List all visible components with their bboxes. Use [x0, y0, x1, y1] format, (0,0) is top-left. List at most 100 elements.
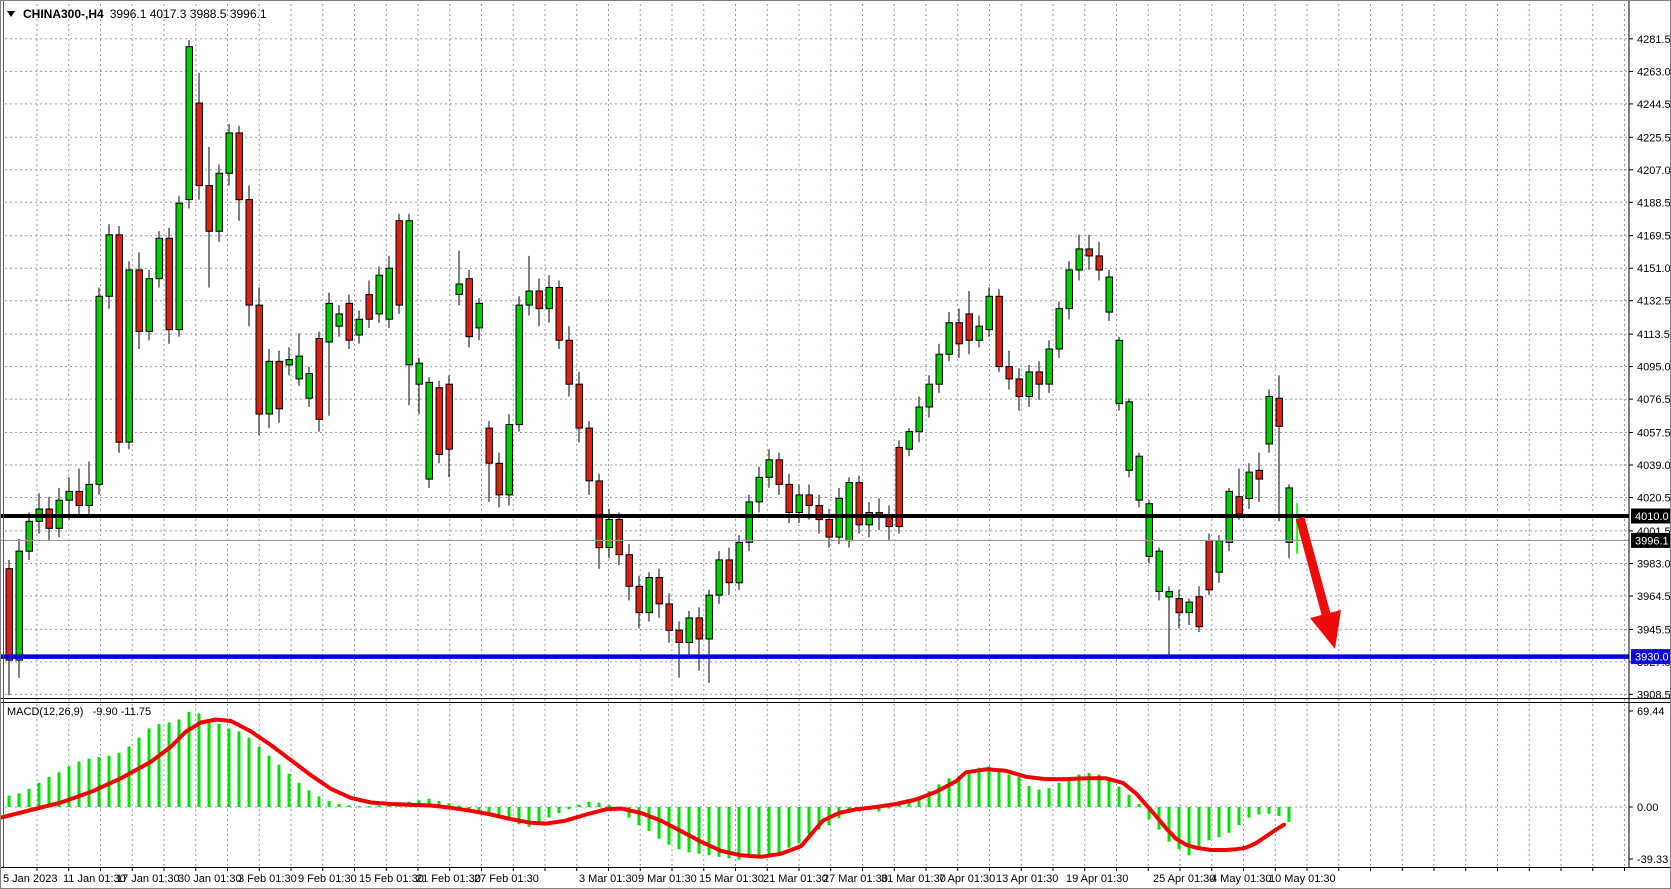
- candle-body: [655, 577, 663, 605]
- macd-histogram-bar: [157, 724, 161, 807]
- candle-body: [925, 383, 933, 408]
- candle-body: [1265, 396, 1273, 445]
- macd-histogram-bar: [487, 807, 491, 813]
- macd-histogram-bar: [657, 807, 661, 839]
- candle-body: [715, 559, 723, 596]
- candle-body: [945, 322, 953, 355]
- macd-histogram-bar: [207, 719, 211, 807]
- candle-body: [1125, 401, 1133, 471]
- bearish-arrow-annotation[interactable]: [1295, 516, 1341, 649]
- macd-histogram-bar: [737, 807, 741, 860]
- macd-histogram-bar: [1187, 807, 1191, 856]
- candle-body: [965, 313, 973, 341]
- macd-histogram-bar: [347, 805, 351, 807]
- candle-body: [805, 494, 813, 506]
- candle-body: [115, 234, 123, 443]
- macd-histogram-bar: [177, 719, 181, 807]
- candle-body: [735, 541, 743, 584]
- macd-histogram-bar: [367, 806, 371, 808]
- candle-body: [785, 483, 793, 513]
- candle-body: [955, 322, 963, 345]
- macd-histogram-bar: [537, 807, 541, 824]
- candle-body: [155, 237, 163, 280]
- macd-histogram-bar: [877, 807, 881, 812]
- time-tick-label: 10 May 01:30: [1269, 873, 1336, 885]
- candle-body: [795, 494, 803, 513]
- candle-body: [845, 482, 853, 542]
- macd-axis[interactable]: 69.44 0.00 -39.33: [1629, 706, 1668, 866]
- time-tick-label: 15 Feb 01:30: [359, 873, 424, 885]
- grid-horizontal: [5, 38, 1629, 808]
- time-tick-label: 27 Feb 01:30: [474, 873, 539, 885]
- macd-histogram-bar: [37, 782, 41, 807]
- macd-histogram-bar: [947, 778, 951, 807]
- candle-body: [1015, 378, 1023, 397]
- candle-body: [445, 383, 453, 450]
- grid-vertical: [36, 4, 1625, 867]
- candle-body: [685, 617, 693, 644]
- candle-body: [1195, 596, 1203, 628]
- price-tick-label: 4188.5: [1637, 197, 1671, 209]
- symbol-period-label: CHINA300-,H4: [23, 7, 104, 21]
- macd-histogram-bar: [77, 761, 81, 807]
- candle-body: [95, 295, 103, 485]
- macd-histogram-bar: [707, 807, 711, 856]
- macd-histogram-bar: [447, 803, 451, 807]
- macd-histogram-bar: [227, 728, 231, 807]
- candle-body: [485, 427, 493, 464]
- macd-histogram-bar: [647, 807, 651, 832]
- time-tick-label: 27 Mar 01:30: [823, 873, 888, 885]
- hline-black-price-badge-text: 4010.0: [1635, 511, 1669, 523]
- macd-histogram-bar: [1117, 786, 1121, 807]
- candle-body: [185, 46, 193, 201]
- candle-body: [675, 629, 683, 644]
- macd-histogram-bar: [1037, 789, 1041, 807]
- price-badges: 4010.0 3996.1 3930.0: [1631, 508, 1670, 665]
- symbol-dropdown-icon[interactable]: [7, 11, 15, 17]
- hline-blue-price-badge-text: 3930.0: [1635, 652, 1669, 664]
- macd-histogram-bar: [507, 807, 511, 821]
- macd-histogram-bar: [597, 802, 601, 807]
- candle-body: [1185, 601, 1193, 614]
- time-tick-label: 30 Jan 01:30: [178, 873, 242, 885]
- macd-histogram-bar: [557, 807, 561, 813]
- candle-body: [585, 427, 593, 482]
- macd-tick-label: 69.44: [1637, 706, 1665, 718]
- candle-body: [855, 482, 863, 526]
- candle-body: [695, 617, 703, 640]
- macd-histogram-bar: [267, 755, 271, 807]
- macd-histogram-bar: [1267, 807, 1271, 814]
- macd-histogram-bar: [257, 746, 261, 807]
- macd-histogram-bar: [1207, 807, 1211, 841]
- macd-histogram-bar: [727, 807, 731, 859]
- candle-body: [255, 304, 263, 415]
- macd-tick-label: -39.33: [1637, 854, 1668, 866]
- candle-body: [1135, 455, 1143, 501]
- candle-body: [465, 278, 473, 338]
- macd-histogram-bar: [937, 784, 941, 807]
- time-tick-label: 13 Apr 01:30: [996, 873, 1058, 885]
- macd-signal-line: [1, 717, 1286, 859]
- macd-histogram-bar: [967, 771, 971, 807]
- candle-body: [425, 381, 433, 480]
- candle-body: [915, 406, 923, 433]
- macd-histogram-bar: [1287, 807, 1291, 822]
- current-price-badge-text: 3996.1: [1635, 535, 1669, 547]
- price-axis[interactable]: 4281.5 4263.0 4244.5 4225.5 4207.0 4188.5 4169…: [1629, 34, 1671, 702]
- price-tick-label: 4076.5: [1637, 394, 1671, 406]
- candle-body: [1035, 371, 1043, 385]
- candle-body: [565, 339, 573, 385]
- candle-body: [1275, 397, 1283, 427]
- candle-body: [415, 362, 423, 385]
- candle-body: [385, 267, 393, 320]
- time-tick-label: 11 Jan 01:30: [63, 873, 126, 885]
- candle-body: [615, 519, 623, 556]
- macd-histogram-bar: [377, 805, 381, 807]
- candle-body: [705, 594, 713, 640]
- macd-histogram-bar: [1247, 807, 1251, 818]
- candle-body: [1235, 496, 1243, 515]
- candle-body: [235, 132, 243, 201]
